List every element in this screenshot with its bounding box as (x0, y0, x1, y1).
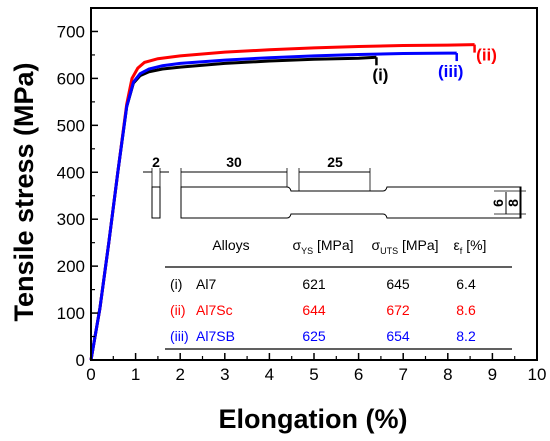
curve-label-iii: (iii) (438, 62, 464, 81)
y-axis-title: Tensile stress (MPa) (9, 62, 39, 321)
y-tick-label: 600 (57, 69, 85, 88)
specimen-drawing: 2 30 25 6 8 (143, 154, 526, 219)
y-tick-label: 400 (57, 163, 85, 182)
table-row-2-ef: 8.2 (456, 328, 476, 344)
curve-al7 (89, 55, 377, 361)
x-tick-label: 2 (175, 365, 184, 384)
table-row-0-ef: 6.4 (456, 276, 476, 292)
curve-al7sb (89, 51, 457, 361)
x-tick-label: 8 (443, 365, 452, 384)
table-row-2-index: (iii) (170, 328, 189, 344)
curves-layer: (i) (ii) (iii) (89, 43, 497, 361)
table-row-0-uts: 645 (386, 276, 410, 292)
specimen-side-view (151, 186, 161, 219)
table-header-0: Alloys (212, 237, 249, 253)
curve-al7sc (89, 43, 475, 361)
table-row-0-alloy: Al7 (196, 276, 216, 292)
properties-table: Alloys σYS [MPa] σUTS [MPa] εf [%] (i) Al7 621… (165, 237, 512, 350)
dim-label-6: 6 (490, 199, 506, 207)
x-tick-label: 9 (488, 365, 497, 384)
table-row-1-ys: 644 (302, 302, 326, 318)
x-tick-label: 0 (86, 365, 95, 384)
table-row-1-uts: 672 (386, 302, 410, 318)
x-tick-label: 5 (309, 365, 318, 384)
y-tick-label: 500 (57, 116, 85, 135)
y-tick-label: 700 (57, 22, 85, 41)
x-tick-label: 6 (354, 365, 363, 384)
x-tick-label: 3 (220, 365, 229, 384)
table-row-0-index: (i) (170, 276, 182, 292)
table-row-2-alloy: Al7SB (196, 328, 235, 344)
y-tick-label: 100 (57, 304, 85, 323)
x-tick-label: 7 (398, 365, 407, 384)
y-tick-label: 200 (57, 257, 85, 276)
table-row-1-alloy: Al7Sc (196, 302, 233, 318)
x-tick-label: 4 (265, 365, 274, 384)
table-header-3: εf [%] (454, 237, 487, 256)
table-row-2-uts: 654 (386, 328, 410, 344)
curve-label-i: (i) (372, 65, 388, 84)
table-row-2-ys: 625 (302, 328, 326, 344)
dim-label-25: 25 (327, 154, 343, 170)
table-row-1-ef: 8.6 (456, 302, 476, 318)
y-tick-label: 300 (57, 210, 85, 229)
curve-label-ii: (ii) (476, 46, 497, 65)
table-row-1-index: (ii) (170, 302, 186, 318)
x-tick-label: 1 (131, 365, 140, 384)
table-header-1: σYS [MPa] (292, 237, 353, 256)
table-header-2: σUTS [MPa] (371, 237, 438, 256)
x-tick-label: 10 (528, 365, 547, 384)
specimen-top-view (180, 186, 522, 219)
y-tick-label: 0 (76, 351, 85, 370)
dim-label-8: 8 (505, 199, 521, 207)
dim-label-30: 30 (226, 154, 242, 170)
table-row-0-ys: 621 (302, 276, 326, 292)
x-axis-title: Elongation (%) (219, 404, 408, 434)
dim-label-2: 2 (152, 154, 160, 170)
